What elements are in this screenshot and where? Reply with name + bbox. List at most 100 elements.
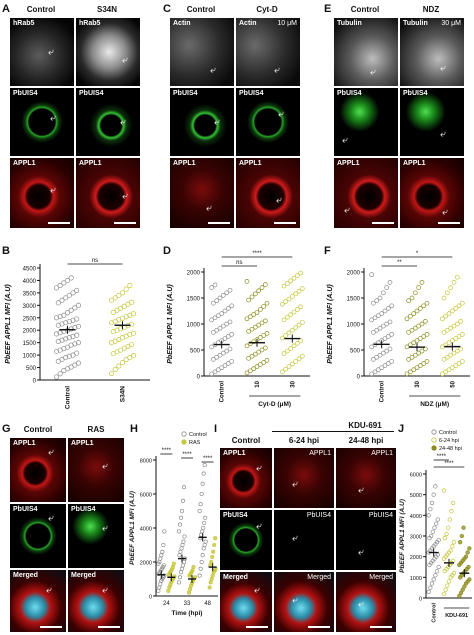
data-point — [262, 345, 268, 351]
arrow-icon: ⤶ — [214, 117, 220, 128]
arrow-icon: ⤶ — [48, 47, 54, 58]
data-point — [387, 280, 393, 285]
micrograph-a-appl1-control: APPL1 ⤶ — [10, 158, 74, 228]
data-point — [254, 364, 260, 369]
data-point — [444, 327, 450, 333]
y-tick-label: 5000 — [410, 493, 422, 499]
col-head-g-control: Control — [23, 425, 53, 434]
data-point — [203, 515, 208, 520]
data-point — [75, 340, 82, 346]
data-point — [222, 336, 228, 341]
data-point — [289, 327, 295, 333]
data-point — [197, 573, 202, 578]
data-point — [384, 348, 390, 354]
x-category-label: Control — [432, 603, 438, 623]
chart-j: 0 1000 2000 3000 4000 5000 6000 PbEEF APPL1 MFI… — [399, 429, 472, 623]
data-point — [129, 342, 135, 348]
micrograph-label: APPL1 — [13, 440, 36, 447]
significance-label: **** — [182, 452, 192, 458]
data-point — [281, 351, 287, 356]
data-point — [70, 333, 76, 339]
data-point — [428, 585, 433, 590]
micrograph-label: APPL1 — [79, 160, 102, 167]
data-point — [116, 292, 122, 298]
x-category-label: Control — [220, 381, 226, 403]
significance-label: ** — [397, 260, 402, 266]
data-point — [412, 352, 418, 358]
data-point — [286, 330, 292, 336]
data-point — [414, 308, 420, 314]
data-point — [299, 286, 305, 291]
data-point — [209, 285, 215, 290]
data-point — [429, 533, 434, 539]
data-point — [411, 340, 417, 346]
data-point — [286, 296, 292, 302]
chart-d: 0 500 1000 1500 2000 PbEEF APPL1 MFI (A.U) Con… — [167, 251, 310, 408]
data-point — [435, 517, 440, 522]
micrograph-g-uis4-ras: PbUIS4 ⤶ — [68, 504, 124, 568]
data-point — [72, 341, 78, 347]
data-point — [161, 563, 166, 568]
data-point — [217, 325, 223, 331]
arrow-icon: ⤶ — [102, 585, 108, 596]
data-point — [55, 338, 61, 344]
arrow-icon: ⤶ — [254, 585, 260, 596]
micrograph-label: Tubulin — [403, 20, 428, 27]
micrograph-label: PbUIS4 — [79, 90, 104, 97]
data-point — [296, 288, 302, 294]
x-category-label: 33 — [184, 601, 191, 607]
y-tick-label: 0 — [149, 595, 152, 601]
col-head-c-control: Control — [186, 5, 216, 14]
data-point — [130, 353, 137, 359]
data-point — [249, 294, 255, 300]
data-point — [284, 348, 290, 354]
panel-letter-g: G — [2, 423, 11, 435]
data-point — [384, 321, 390, 327]
data-point — [262, 318, 268, 324]
micrograph-label: APPL1 — [173, 160, 196, 167]
data-point — [179, 508, 185, 514]
col-head-e-control: Control — [350, 5, 380, 14]
data-point — [59, 297, 65, 303]
col-head-a-control: Control — [26, 5, 56, 14]
arrow-icon: ⤶ — [48, 513, 54, 524]
kdu691-group-line — [272, 431, 394, 432]
data-point — [247, 314, 253, 320]
data-point — [222, 308, 228, 314]
data-point — [210, 300, 216, 306]
data-point — [288, 346, 294, 351]
data-point — [448, 285, 454, 290]
arrow-icon: ⤶ — [206, 203, 212, 214]
micrograph-g-uis4-control: PbUIS4 ⤶ — [10, 504, 66, 568]
data-point — [229, 303, 235, 309]
data-point — [422, 319, 428, 324]
micrograph-g-appl1-ras: APPL1 ⤶ — [68, 438, 124, 502]
data-point — [433, 573, 438, 578]
data-point — [447, 517, 452, 522]
micrograph-label: Tubulin — [337, 20, 362, 27]
data-point — [374, 354, 380, 360]
legend-label: Control — [189, 432, 207, 438]
data-point — [119, 290, 126, 296]
data-point — [281, 283, 287, 289]
significance-label: **** — [437, 454, 447, 460]
micrograph-label: APPL1 — [309, 450, 331, 457]
panel-letter-b: B — [2, 245, 10, 257]
data-point — [431, 492, 436, 497]
y-tick-label: 500 — [190, 349, 201, 355]
data-point — [459, 359, 465, 364]
data-point — [286, 364, 292, 369]
data-point — [68, 326, 74, 332]
data-point — [298, 270, 304, 276]
data-point — [461, 525, 466, 530]
y-axis-label: PbEEF APPL1 MFI (A.U) — [399, 499, 406, 573]
y-tick-label: 2500 — [23, 316, 37, 322]
data-point — [419, 280, 425, 285]
data-point — [220, 350, 226, 356]
data-point — [441, 591, 447, 597]
col-head-i-kdu691: KDU-691 — [348, 421, 382, 430]
data-point — [214, 354, 220, 360]
data-point — [203, 539, 208, 544]
data-point — [424, 300, 430, 306]
x-group-label: Cyt-D (μM) — [258, 401, 291, 408]
